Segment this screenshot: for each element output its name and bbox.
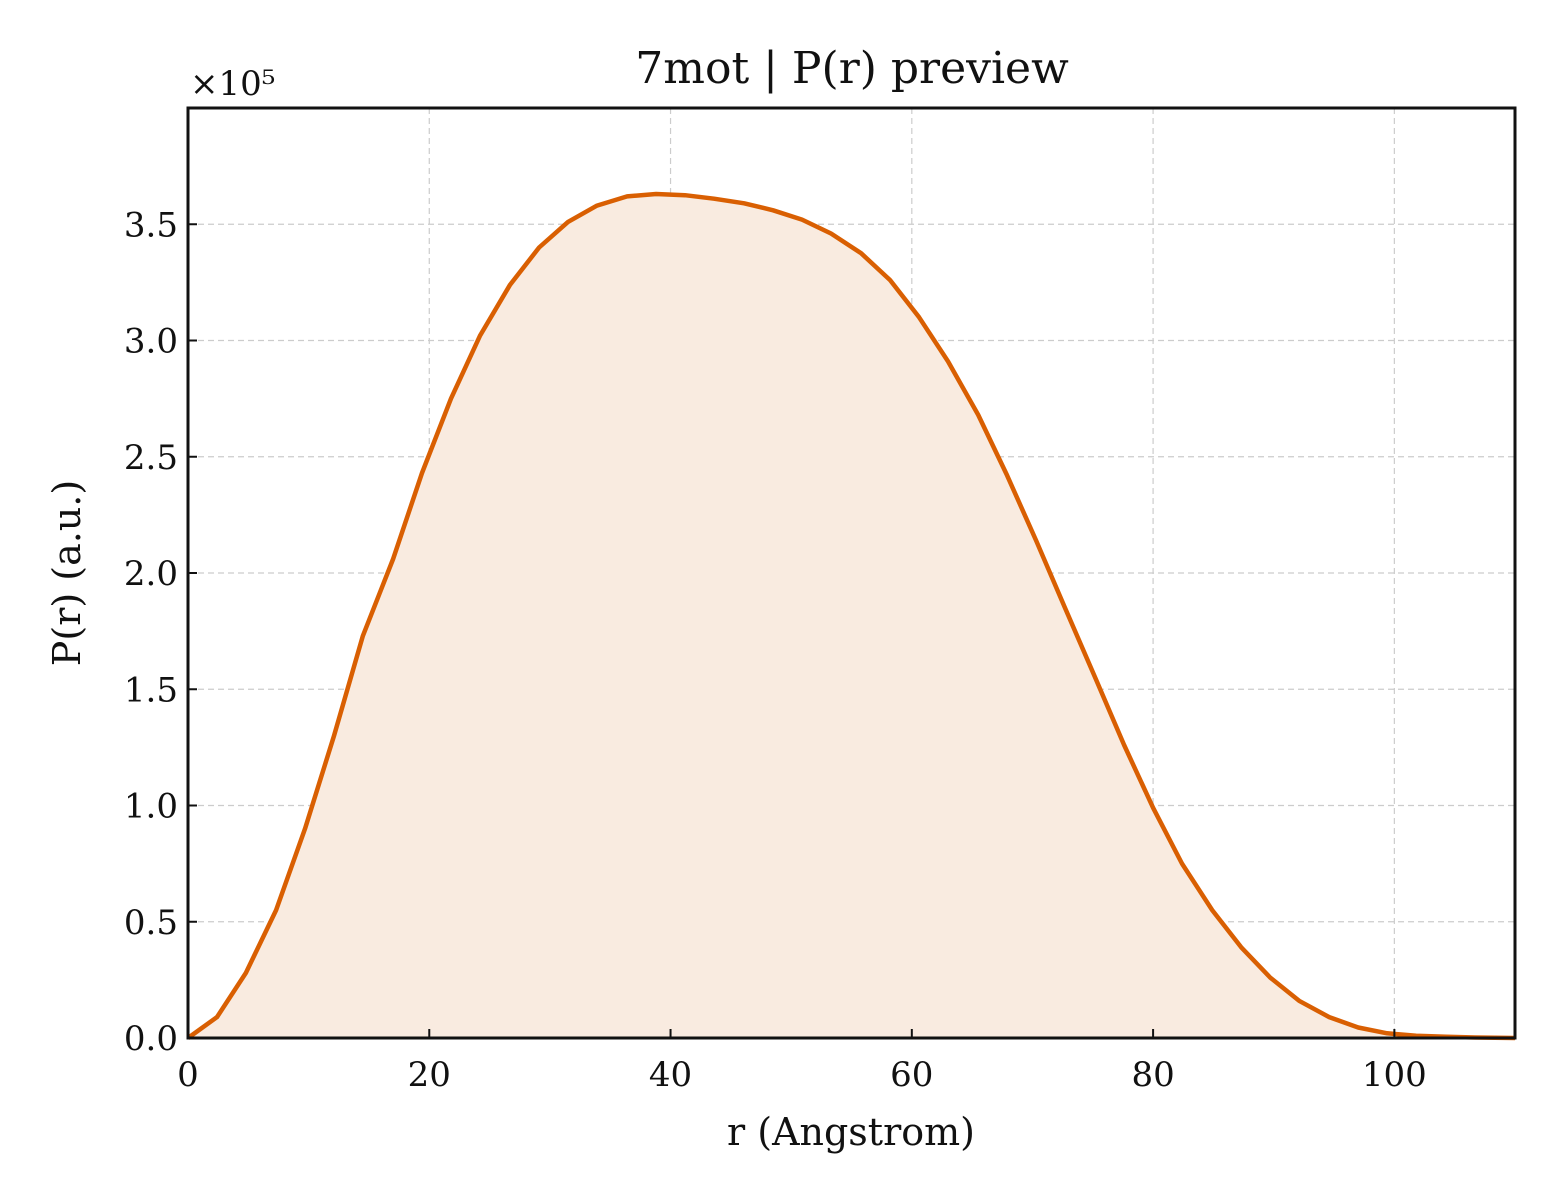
ticks-layer: 0 20 40 60 80 100 0.0 0.5 1.0 1.5 2.0 2.5 3.0 3.5	[124, 205, 1427, 1095]
y-tick-label: 0.0	[124, 1019, 178, 1059]
x-tick-label: 40	[649, 1055, 692, 1095]
plot-frame	[186, 106, 1517, 1040]
pr-area-fill	[188, 194, 1515, 1038]
y-tick-label: 2.5	[124, 438, 178, 478]
x-tick-label: 20	[408, 1055, 451, 1095]
x-axis-label: r (Angstrom)	[727, 1110, 975, 1154]
y-tick-label: 0.5	[124, 903, 178, 943]
y-tick-label: 3.0	[124, 322, 178, 362]
x-tick-label: 60	[890, 1055, 933, 1095]
x-tick-label: 0	[177, 1055, 199, 1095]
chart-title: 7mot | P(r) preview	[635, 43, 1069, 94]
y-axis-multiplier: ×10⁵	[190, 64, 275, 104]
area-layer	[186, 191, 1516, 1041]
y-tick-label: 2.0	[124, 554, 178, 594]
x-tick-label: 100	[1362, 1055, 1427, 1095]
x-tick-label: 80	[1131, 1055, 1174, 1095]
y-tick-label: 1.0	[124, 787, 178, 827]
pr-curve-line	[186, 191, 1516, 1041]
y-axis-label: P(r) (a.u.)	[45, 480, 89, 666]
y-tick-label: 1.5	[124, 670, 178, 710]
y-tick-label: 3.5	[124, 205, 178, 245]
